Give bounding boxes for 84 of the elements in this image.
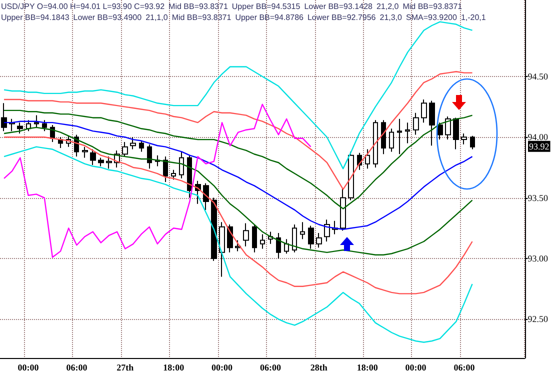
- candlestick: [316, 232, 322, 248]
- x-tick-label: 06:00: [260, 362, 282, 372]
- line-series: [3, 146, 473, 343]
- candlestick: [373, 120, 378, 168]
- line-series: [3, 21, 473, 170]
- line-series: [3, 110, 473, 210]
- candlestick: [243, 222, 249, 247]
- candlestick: [381, 120, 386, 155]
- annotation: Upper BB=94.8786: [235, 12, 304, 23]
- candlestick: [235, 240, 241, 252]
- annotation: Lower BB=92.7956: [307, 12, 376, 23]
- candlestick: [17, 122, 23, 134]
- candlestick: [106, 156, 112, 170]
- y-tick-label: 92.50: [528, 314, 548, 324]
- annotation: Upper BB=94.5315: [232, 1, 300, 12]
- y-tick-label: 94.50: [528, 71, 548, 82]
- x-tick-label: 18:00: [163, 362, 185, 372]
- annotation: Mid BB=93.8371: [168, 1, 228, 12]
- candlestick: [276, 232, 281, 259]
- candlestick: [82, 146, 88, 158]
- candlestick: [42, 120, 47, 132]
- candlestick: [308, 225, 314, 250]
- x-tick-label: 00:00: [18, 362, 40, 372]
- line-series: [3, 126, 473, 256]
- line-series: [3, 104, 312, 258]
- candlestick: [211, 197, 217, 262]
- annotation: Lower BB=93.1428: [304, 1, 372, 12]
- candlestick: [461, 132, 467, 145]
- annotation: Lower BB=93.4900: [73, 12, 142, 23]
- x-tick-label: 06:00: [454, 362, 476, 372]
- candlestick: [203, 182, 209, 210]
- x-tick-label: 00:00: [405, 362, 427, 372]
- x-tick-label: 27th: [116, 362, 134, 372]
- text: 93.92: [529, 141, 550, 152]
- candlestick: [470, 135, 475, 150]
- candlestick: [187, 154, 192, 198]
- candlestick: [171, 169, 176, 180]
- candlestick: [34, 114, 39, 128]
- candlestick: [324, 219, 330, 242]
- candlestick: [139, 140, 144, 152]
- candlestick: [130, 136, 136, 150]
- x-tick-label: 06:00: [66, 362, 88, 372]
- y-tick-label: 93.50: [528, 192, 548, 203]
- line-series: [3, 120, 473, 230]
- line-series: [3, 71, 473, 190]
- candlestick: [147, 144, 152, 170]
- candlestick: [340, 188, 346, 232]
- annotation: SMA=93.9200: [406, 12, 457, 23]
- candlestick: [389, 128, 394, 152]
- x-tick-label: 28th: [310, 362, 328, 372]
- candlestick: [453, 117, 459, 150]
- candlestick: [122, 141, 128, 158]
- annotation: 21,2,0: [376, 1, 399, 12]
- candlestick: [1, 102, 7, 132]
- x-tick-label: 00:00: [212, 362, 234, 372]
- candlestick: [252, 224, 257, 253]
- candlestick: [300, 222, 305, 240]
- annotation: USD/JPY O=94.00 H=94.01 L=93.90 C=93.92: [1, 1, 165, 12]
- candlestick: [413, 112, 419, 136]
- x-tick-label: 18:00: [356, 362, 378, 372]
- candlestick: [179, 151, 184, 179]
- y-tick-label: 93.00: [528, 253, 548, 264]
- annotation: Mid BB=93.8371: [402, 1, 462, 12]
- annotation: 21,3,0: [380, 12, 402, 23]
- candlestick: [397, 118, 402, 155]
- y-tick-label: 94.00: [528, 132, 548, 142]
- candlestick: [348, 151, 354, 201]
- annotation: Mid BB=93.8371: [172, 12, 232, 23]
- candlestick: [284, 238, 289, 254]
- candlestick: [219, 222, 225, 278]
- candlestick: [445, 116, 451, 140]
- annotation: 21,1,0: [146, 12, 168, 23]
- annotation: Upper BB=94.1843: [1, 12, 70, 23]
- candlestick: [98, 157, 104, 167]
- candlestick: [260, 234, 265, 250]
- candlestick: [292, 224, 297, 253]
- candlestick: [90, 148, 96, 166]
- candlestick: [405, 122, 410, 144]
- candlestick: [365, 148, 370, 170]
- candlestick: [421, 99, 427, 124]
- candlestick: [429, 100, 435, 146]
- annotation: 1,-20,1: [460, 12, 486, 23]
- line-series: [3, 136, 473, 294]
- candlestick: [163, 156, 168, 183]
